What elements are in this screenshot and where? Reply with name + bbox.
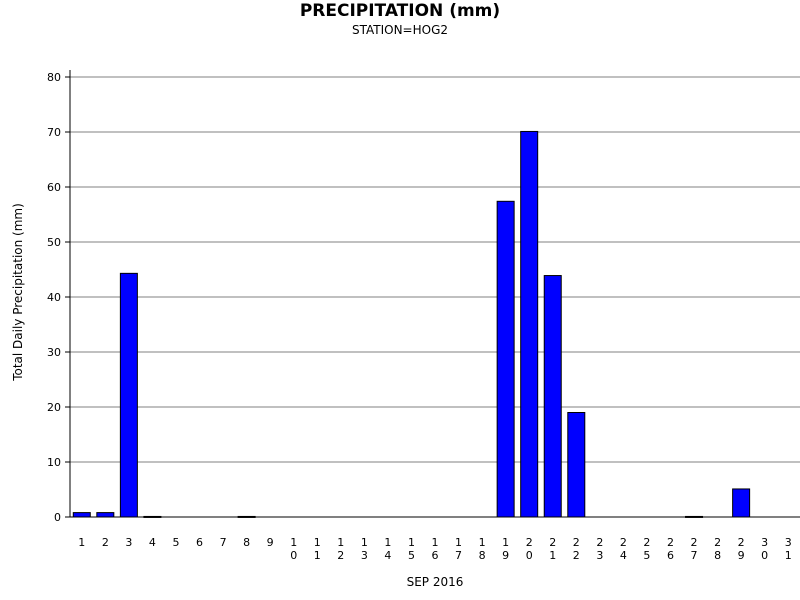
x-tick-label: 5 [172, 536, 179, 549]
x-tick-label: 7 [220, 536, 227, 549]
y-tick-label: 80 [47, 71, 61, 84]
bars [72, 130, 751, 518]
bar-day-2 [96, 512, 115, 518]
y-tick-label: 20 [47, 401, 61, 414]
chart-title: PRECIPITATION (mm) [299, 1, 501, 21]
y-tick-label: 50 [47, 236, 61, 249]
bar-day-29 [732, 488, 751, 518]
bar-day-1 [72, 512, 91, 518]
y-axis-label: Total Daily Precipitation (mm) [11, 203, 25, 382]
y-tick-label: 10 [47, 456, 61, 469]
gridlines [70, 76, 800, 518]
x-axis-label: SEP 2016 [407, 575, 464, 589]
bar-day-22 [567, 412, 586, 518]
y-tick-label: 30 [47, 346, 61, 359]
x-tick-label: 6 [196, 536, 203, 549]
x-tick-label: 2 [102, 536, 109, 549]
axes [69, 70, 800, 518]
y-tick-label: 60 [47, 181, 61, 194]
bar-day-21 [543, 275, 562, 518]
y-tick-label: 70 [47, 126, 61, 139]
x-tick-labels: 1 2 3 4 5 6 7 8 9 1 01 11 21 31 41 51 61 71 81 92 02 12 22 32 42… [78, 536, 791, 562]
y-tick-label: 40 [47, 291, 61, 304]
x-tick-label: 8 [243, 536, 250, 549]
chart-subtitle: STATION=HOG2 [351, 23, 449, 37]
x-tick-label: 1 [78, 536, 85, 549]
x-tick-label: 3 [125, 536, 132, 549]
x-tick-label: 4 [149, 536, 156, 549]
y-tick-label: 0 [54, 511, 61, 524]
bar-day-20 [520, 130, 539, 518]
bar-day-19 [496, 200, 515, 518]
y-tick-labels: 0 10 20 30 40 50 60 70 80 [47, 71, 70, 524]
x-tick-label: 9 [267, 536, 274, 549]
bar-day-3 [119, 272, 138, 518]
